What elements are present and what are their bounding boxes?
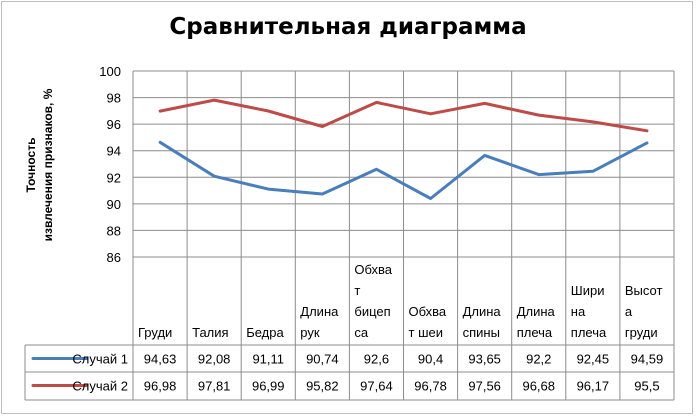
data-table-cell: 96,98 (144, 379, 177, 394)
category-label: а (625, 304, 633, 319)
y-tick-label: 100 (99, 64, 121, 79)
category-label: бицеп (354, 304, 390, 319)
y-tick-label: 88 (107, 223, 121, 238)
category-label: спины (463, 325, 500, 340)
category-label: Высот (625, 283, 663, 298)
y-tick-label: 94 (107, 144, 121, 159)
series-line-2 (158, 98, 649, 133)
data-table-cell: 92,08 (198, 352, 231, 367)
category-label: Шири (571, 283, 605, 298)
category-label: са (354, 325, 369, 340)
y-tick-label: 90 (107, 197, 121, 212)
category-label: рук (300, 325, 320, 340)
category-label: Обхва (354, 262, 392, 277)
data-table-cell: 91,11 (252, 352, 284, 367)
data-table-cell: 96,99 (252, 379, 285, 394)
y-axis-label: Точность извлечения признаков, % (8, 60, 68, 270)
y-tick-label: 96 (107, 117, 121, 132)
data-table-cell: 92,2 (526, 352, 551, 367)
category-label: Талия (192, 325, 228, 340)
data-table-cell: 92,45 (577, 352, 610, 367)
data-table-cell: 90,4 (418, 352, 443, 367)
data-table-cell: 96,78 (414, 379, 447, 394)
data-table-cell: 97,81 (198, 379, 231, 394)
legend-label: Случай 1 (72, 352, 128, 367)
y-axis-label-line-2: извлечения признаков, % (41, 88, 55, 241)
data-table-cell: 94,59 (631, 352, 664, 367)
category-label: плеча (571, 325, 607, 340)
series-line-1 (158, 140, 649, 200)
category-label: т шеи (409, 325, 444, 340)
category-label: груди (625, 325, 658, 340)
category-label: Бедра (246, 325, 284, 340)
category-label: Длина (300, 304, 339, 319)
y-tick-label: 98 (107, 91, 121, 106)
category-label: Груди (138, 325, 172, 340)
data-table-cell: 97,56 (468, 379, 501, 394)
data-table-cell: 96,68 (522, 379, 555, 394)
data-table-cell: 90,74 (306, 352, 339, 367)
y-tick-label: 92 (107, 170, 121, 185)
category-label: плеча (517, 325, 553, 340)
y-tick-label: 86 (107, 250, 121, 265)
data-table-cell: 95,82 (306, 379, 339, 394)
category-label: Длина (517, 304, 556, 319)
data-table-cell: 96,17 (577, 379, 610, 394)
data-table-cell: 95,5 (634, 379, 659, 394)
category-label: т (354, 283, 360, 298)
chart-title: Сравнительная диаграмма (169, 14, 527, 40)
data-table-cell: 97,64 (360, 379, 393, 394)
category-label: на (571, 304, 586, 319)
category-label: Длина (463, 304, 502, 319)
data-table-cell: 92,6 (364, 352, 389, 367)
category-label: Обхва (409, 304, 447, 319)
data-table-cell: 94,63 (144, 352, 177, 367)
y-axis-label-line-1: Точность (24, 138, 38, 193)
data-table-cell: 93,65 (468, 352, 501, 367)
legend-label: Случай 2 (72, 379, 128, 394)
